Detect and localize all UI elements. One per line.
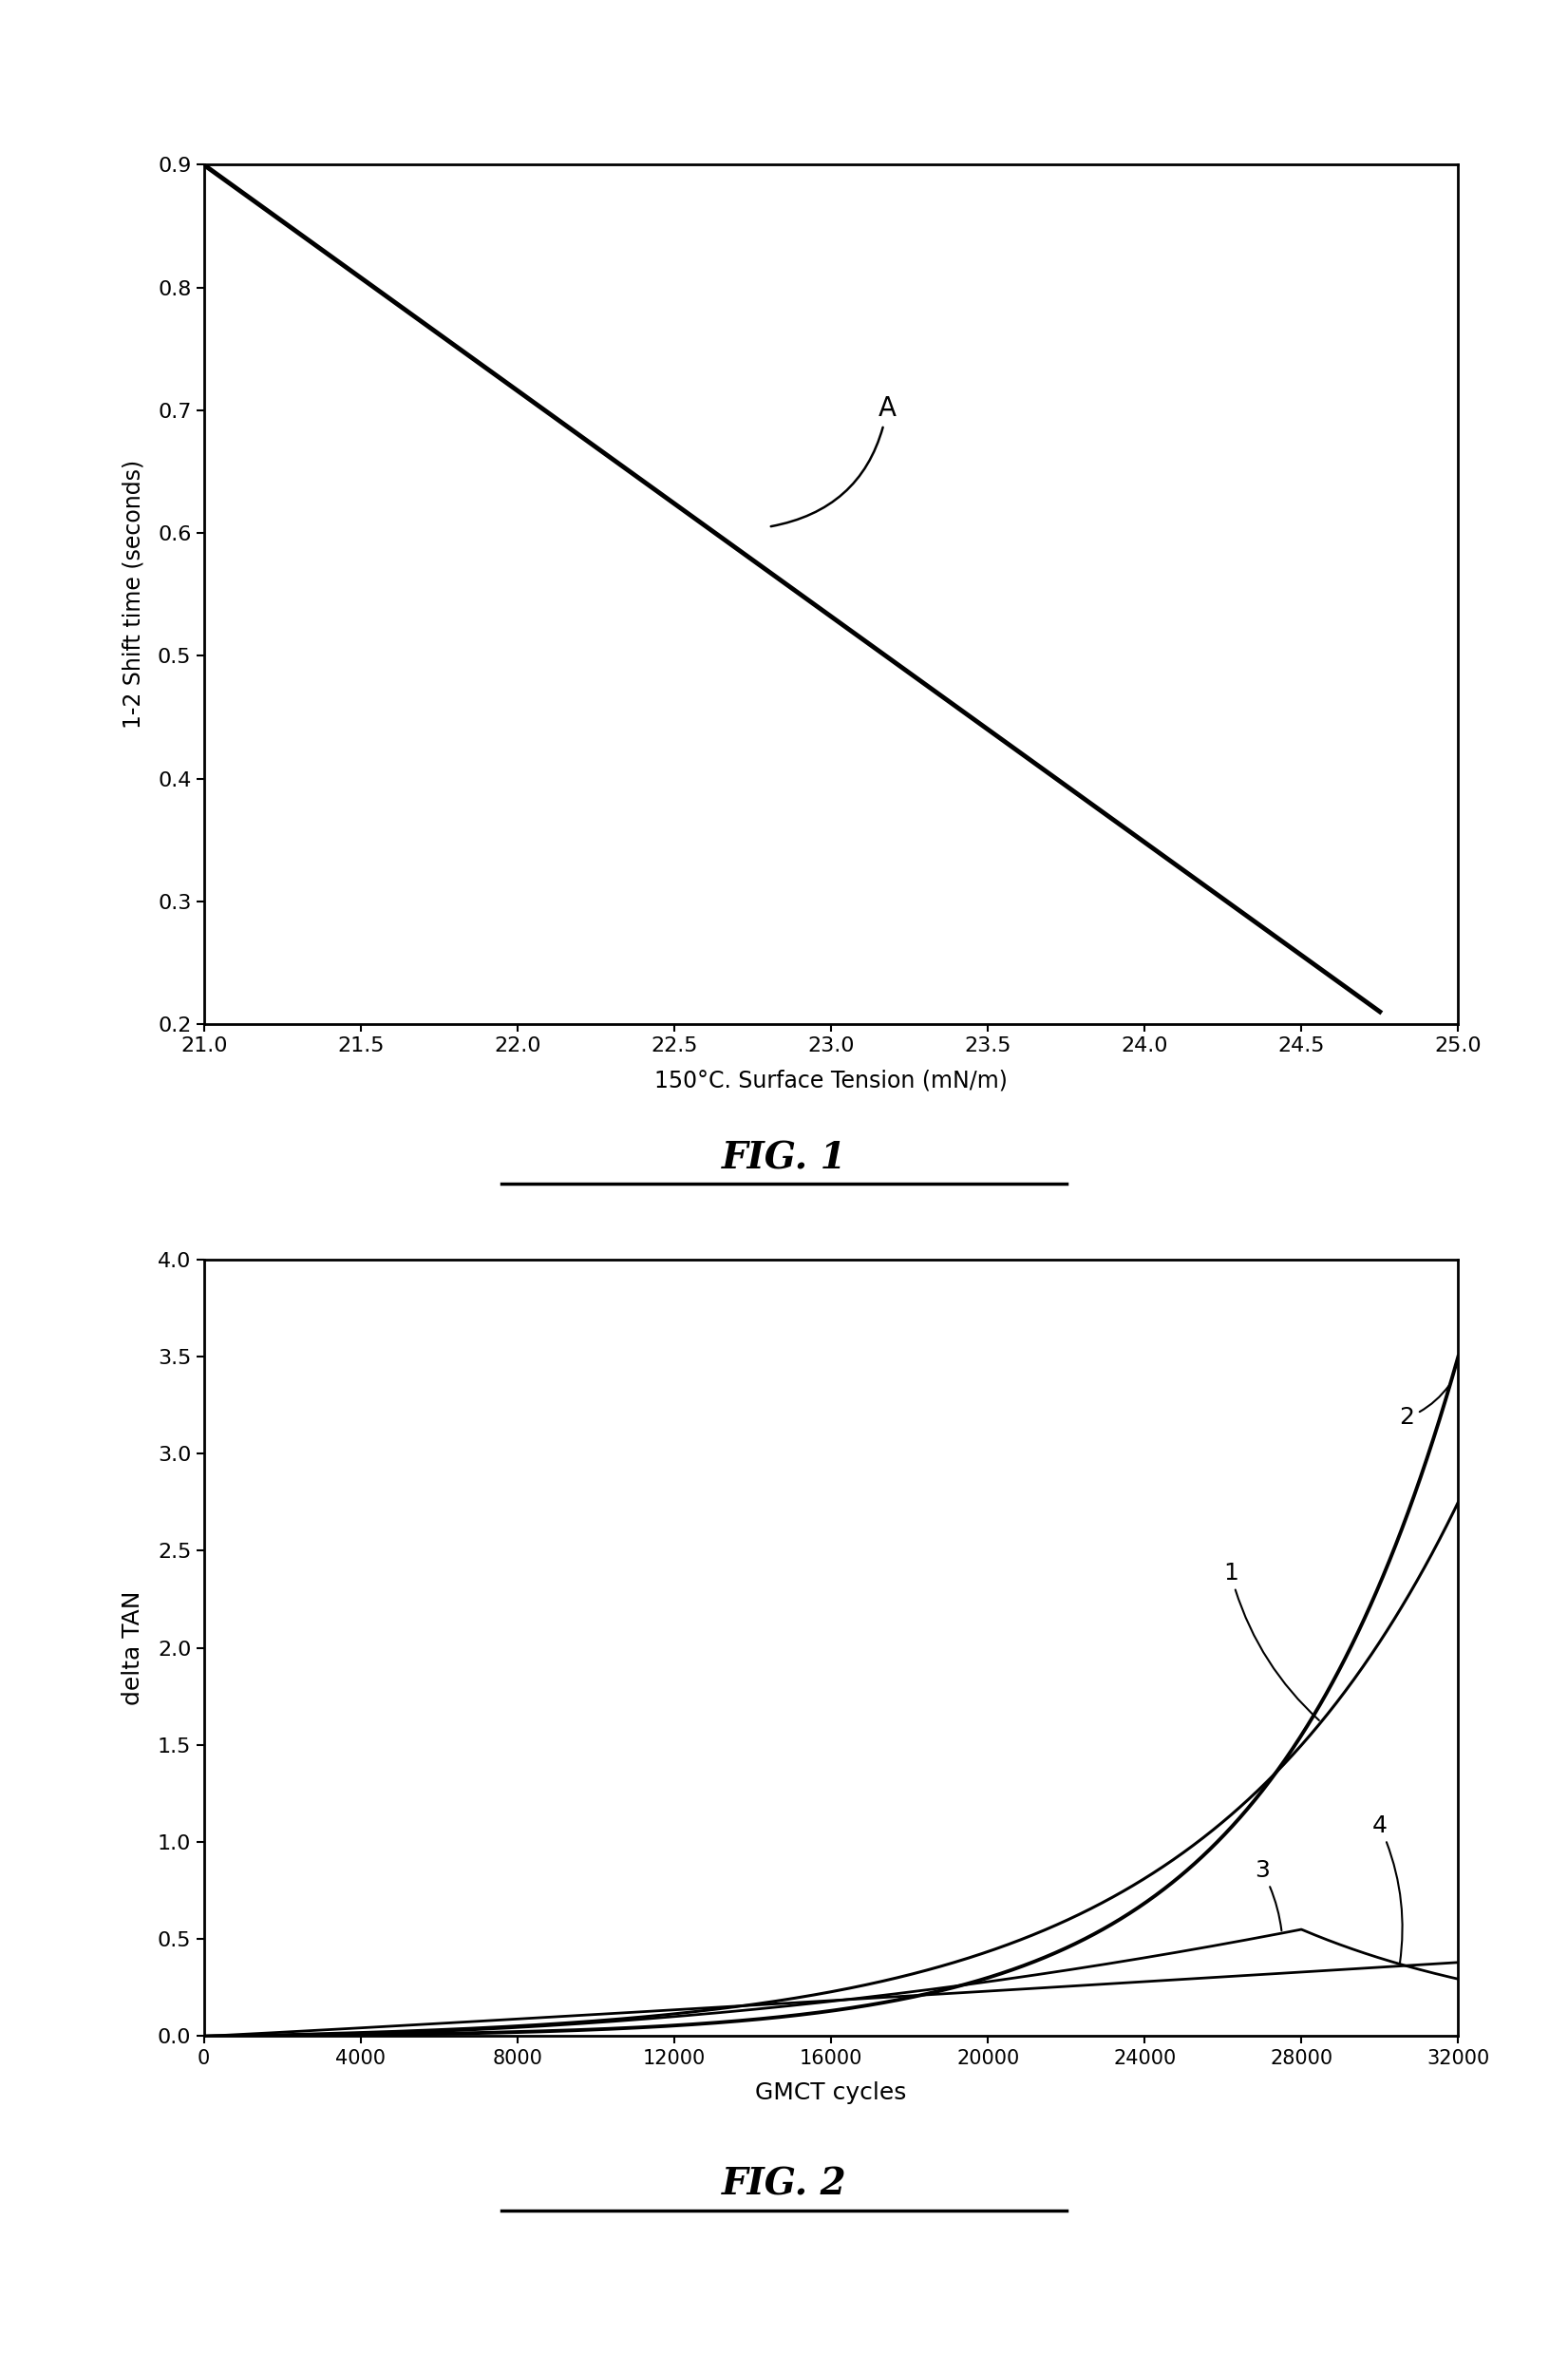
X-axis label: 150°C. Surface Tension (mN/m): 150°C. Surface Tension (mN/m) (654, 1069, 1008, 1092)
Y-axis label: 1-2 Shift time (seconds): 1-2 Shift time (seconds) (122, 459, 144, 730)
Y-axis label: delta TAN: delta TAN (122, 1591, 144, 1704)
X-axis label: GMCT cycles: GMCT cycles (756, 2081, 906, 2104)
Text: 1: 1 (1223, 1561, 1319, 1721)
Text: 2: 2 (1400, 1387, 1449, 1429)
Text: 3: 3 (1254, 1860, 1281, 1930)
Text: FIG. 2: FIG. 2 (721, 2166, 847, 2203)
Text: FIG. 1: FIG. 1 (721, 1139, 847, 1177)
Text: 4: 4 (1372, 1815, 1402, 1963)
Text: A: A (771, 395, 897, 527)
